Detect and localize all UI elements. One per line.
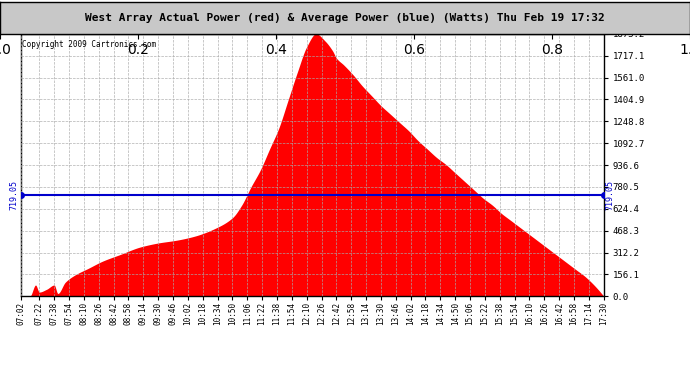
Text: 719.05: 719.05 [606,180,615,210]
Text: 719.05: 719.05 [10,180,19,210]
Text: West Array Actual Power (red) & Average Power (blue) (Watts) Thu Feb 19 17:32: West Array Actual Power (red) & Average … [85,13,605,23]
Text: Copyright 2009 Cartronics.com: Copyright 2009 Cartronics.com [21,39,156,48]
